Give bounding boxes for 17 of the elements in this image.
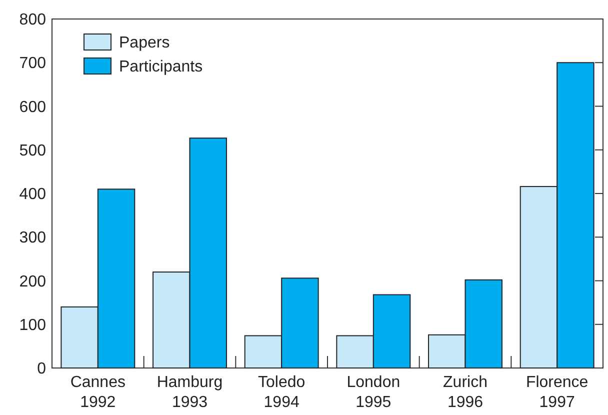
x-tick-label: Zurich 1996 bbox=[443, 374, 488, 411]
legend-label: Participants bbox=[119, 58, 203, 76]
y-tick-label: 300 bbox=[19, 230, 46, 247]
x-tick-label: Florence 1997 bbox=[526, 374, 588, 411]
y-tick-label: 400 bbox=[19, 186, 46, 204]
y-tick-label: 500 bbox=[19, 142, 46, 160]
y-tick-label: 600 bbox=[19, 98, 46, 116]
x-tick-label: London 1995 bbox=[346, 374, 400, 411]
x-tick-label: Toledo 1994 bbox=[258, 374, 306, 411]
y-tick-label: 100 bbox=[19, 316, 46, 334]
y-tick-label: 800 bbox=[19, 12, 46, 29]
y-tick-label: 200 bbox=[19, 273, 46, 290]
y-tick-label: 0 bbox=[37, 360, 46, 378]
x-tick-label: Hamburg 1993 bbox=[156, 374, 223, 411]
y-tick-label: 700 bbox=[19, 55, 46, 72]
legend-label: Papers bbox=[119, 34, 170, 52]
x-tick-label: Cannes 1992 bbox=[70, 374, 126, 411]
